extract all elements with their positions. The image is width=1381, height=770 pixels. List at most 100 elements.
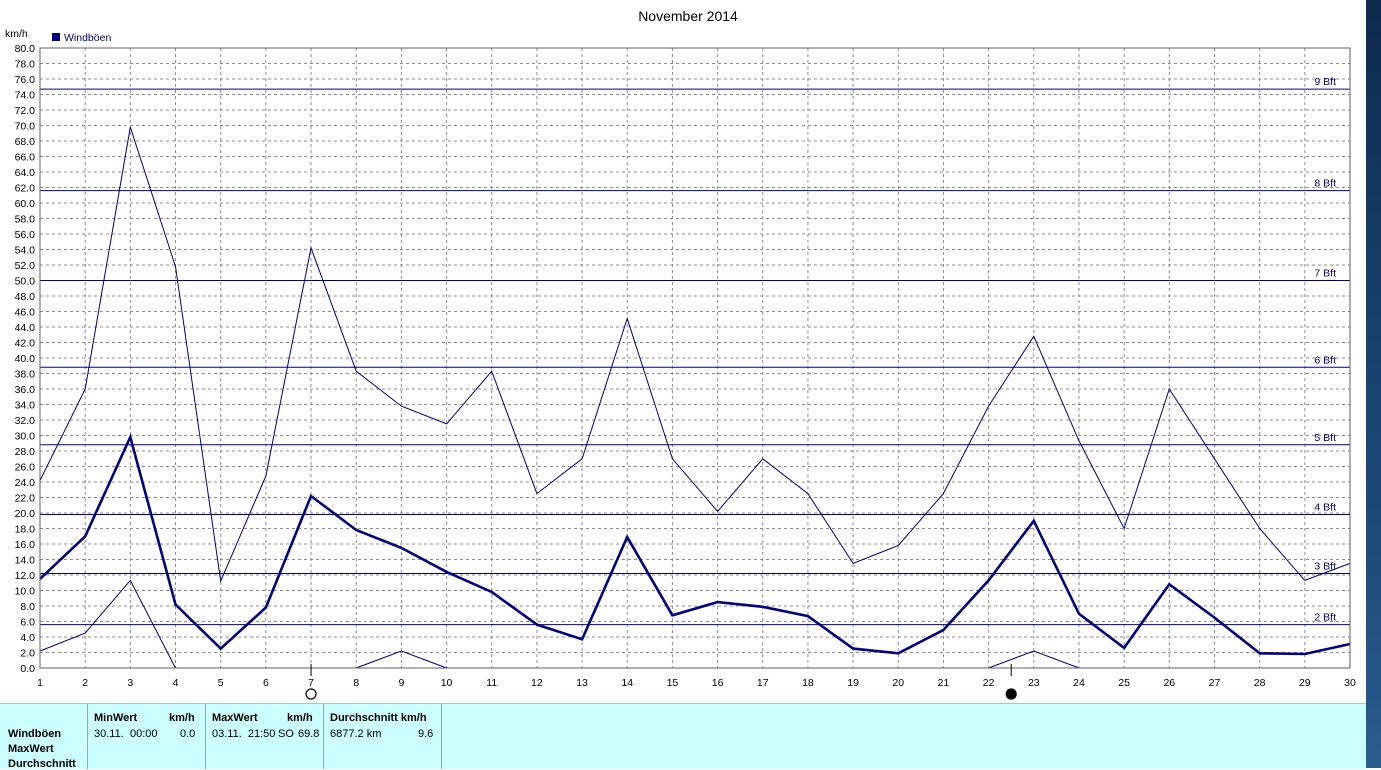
y-tick-label: 6.0 <box>20 617 35 629</box>
y-tick-label: 42.0 <box>15 338 36 350</box>
y-tick-label: 36.0 <box>15 384 36 396</box>
y-axis-unit-label: km/h <box>5 28 28 40</box>
stats-row-label: MaxWert <box>8 743 54 755</box>
y-tick-label: 34.0 <box>15 400 36 412</box>
min-unit: km/h <box>169 712 195 724</box>
max-value: 69.8 <box>298 728 320 740</box>
max-unit: km/h <box>287 712 313 724</box>
grid-layer <box>40 48 1350 668</box>
x-tick-label: 25 <box>1118 677 1130 689</box>
x-tick-label: 19 <box>847 677 859 689</box>
x-tick-label: 11 <box>486 677 497 689</box>
y-tick-label: 32.0 <box>15 415 36 427</box>
y-tick-label: 52.0 <box>15 260 36 272</box>
y-tick-label: 64.0 <box>15 167 36 179</box>
series-layer <box>39 126 1351 669</box>
y-tick-label: 24.0 <box>15 477 36 489</box>
new-moon-icon <box>1005 688 1017 700</box>
x-tick-label: 17 <box>757 677 769 689</box>
y-tick-label: 68.0 <box>15 136 36 148</box>
legend: Windböen <box>52 32 111 44</box>
x-tick-label: 20 <box>892 677 904 689</box>
max-datetime: 03.11. 21:50 <box>212 728 276 740</box>
x-tick-label: 30 <box>1344 677 1356 689</box>
y-tick-label: 18.0 <box>15 524 36 536</box>
x-tick-label: 16 <box>712 677 724 689</box>
y-tick-label: 62.0 <box>15 183 36 195</box>
x-tick-label: 27 <box>1209 677 1221 689</box>
beaufort-label: 7 Bft <box>1314 268 1336 280</box>
y-tick-label: 56.0 <box>15 229 36 241</box>
y-tick-label: 40.0 <box>15 353 36 365</box>
series-line <box>39 126 1351 584</box>
x-tick-label: 9 <box>398 677 404 689</box>
y-tick-label: 80.0 <box>15 43 36 55</box>
series-line <box>356 650 447 669</box>
y-tick-label: 78.0 <box>15 59 36 71</box>
y-tick-label: 22.0 <box>15 493 36 505</box>
y-tick-label: 76.0 <box>15 74 36 86</box>
x-tick-label: 28 <box>1254 677 1266 689</box>
y-tick-label: 38.0 <box>15 369 36 381</box>
x-tick-label: 5 <box>218 677 224 689</box>
x-tick-label: 13 <box>576 677 588 689</box>
y-tick-label: 26.0 <box>15 462 36 474</box>
series-line <box>39 433 1351 656</box>
y-tick-label: 58.0 <box>15 214 36 226</box>
y-tick-label: 54.0 <box>15 245 36 257</box>
y-tick-label: 2.0 <box>20 648 35 660</box>
x-tick-label: 29 <box>1299 677 1311 689</box>
min-header: MinWert <box>94 712 138 724</box>
avg-distance: 6877.2 km <box>330 728 382 740</box>
legend-swatch <box>52 33 60 41</box>
x-tick-label: 4 <box>173 677 179 689</box>
y-tick-label: 0.0 <box>20 663 35 675</box>
max-header: MaxWert <box>212 712 258 724</box>
min-date: 30.11. <box>94 728 124 740</box>
y-tick-label: 70.0 <box>15 121 36 133</box>
statistics-panel: Windböen MaxWert Durchschnitt MinWert km… <box>0 703 1366 770</box>
beaufort-lines: 2 Bft 3 Bft 4 Bft 5 Bft 6 Bft 7 Bft 8 Bft 9 Bft <box>40 76 1350 626</box>
y-tick-label: 50.0 <box>15 276 36 288</box>
beaufort-label: 8 Bft <box>1314 178 1336 190</box>
x-tick-label: 1 <box>37 677 43 689</box>
wind-chart: November 2014 km/h Windböen 2 Bft 3 Bft 4 … <box>5 8 1356 700</box>
y-tick-label: 46.0 <box>15 307 36 319</box>
x-tick-label: 22 <box>983 677 995 689</box>
x-tick-label: 23 <box>1028 677 1040 689</box>
beaufort-label: 4 Bft <box>1314 502 1336 514</box>
y-tick-label: 74.0 <box>15 90 36 102</box>
avg-header: Durchschnitt km/h <box>330 712 427 724</box>
stats-row-label: Windböen <box>8 728 62 740</box>
x-tick-label: 21 <box>938 677 950 689</box>
y-tick-label: 8.0 <box>20 601 35 613</box>
x-tick-label: 14 <box>621 677 633 689</box>
y-tick-label: 66.0 <box>15 152 36 164</box>
y-tick-label: 4.0 <box>20 632 35 644</box>
beaufort-label: 6 Bft <box>1314 354 1336 366</box>
y-tick-label: 48.0 <box>15 291 36 303</box>
x-tick-label: 2 <box>82 677 88 689</box>
x-tick-label: 18 <box>802 677 814 689</box>
x-tick-label: 15 <box>667 677 679 689</box>
x-tick-label: 8 <box>353 677 359 689</box>
avg-value: 9.6 <box>418 728 434 740</box>
beaufort-label: 9 Bft <box>1314 76 1336 88</box>
y-tick-label: 12.0 <box>15 570 36 582</box>
axis-layer: 0.0 2.0 4.0 6.0 8.0 10.0 12.0 14.0 16.0 18.0 20.0 2… <box>15 43 1356 689</box>
x-tick-label: 7 <box>308 677 314 689</box>
y-tick-label: 60.0 <box>15 198 36 210</box>
series-line <box>39 579 176 669</box>
stats-labels-column: Windböen MaxWert Durchschnitt <box>0 704 88 770</box>
y-tick-label: 72.0 <box>15 105 36 117</box>
stats-avg-column: Durchschnitt km/h 6877.2 km 9.6 <box>324 704 442 769</box>
x-tick-label: 3 <box>127 677 133 689</box>
stats-min-column: MinWert km/h 30.11. 00:00 0.0 <box>88 704 206 769</box>
moon-phase-layer <box>305 664 1017 700</box>
y-tick-label: 20.0 <box>15 508 36 520</box>
desktop-edge <box>1366 0 1381 768</box>
x-tick-label: 10 <box>441 677 453 689</box>
y-tick-label: 30.0 <box>15 431 36 443</box>
x-tick-label: 26 <box>1163 677 1175 689</box>
max-direction: SO <box>278 728 294 740</box>
